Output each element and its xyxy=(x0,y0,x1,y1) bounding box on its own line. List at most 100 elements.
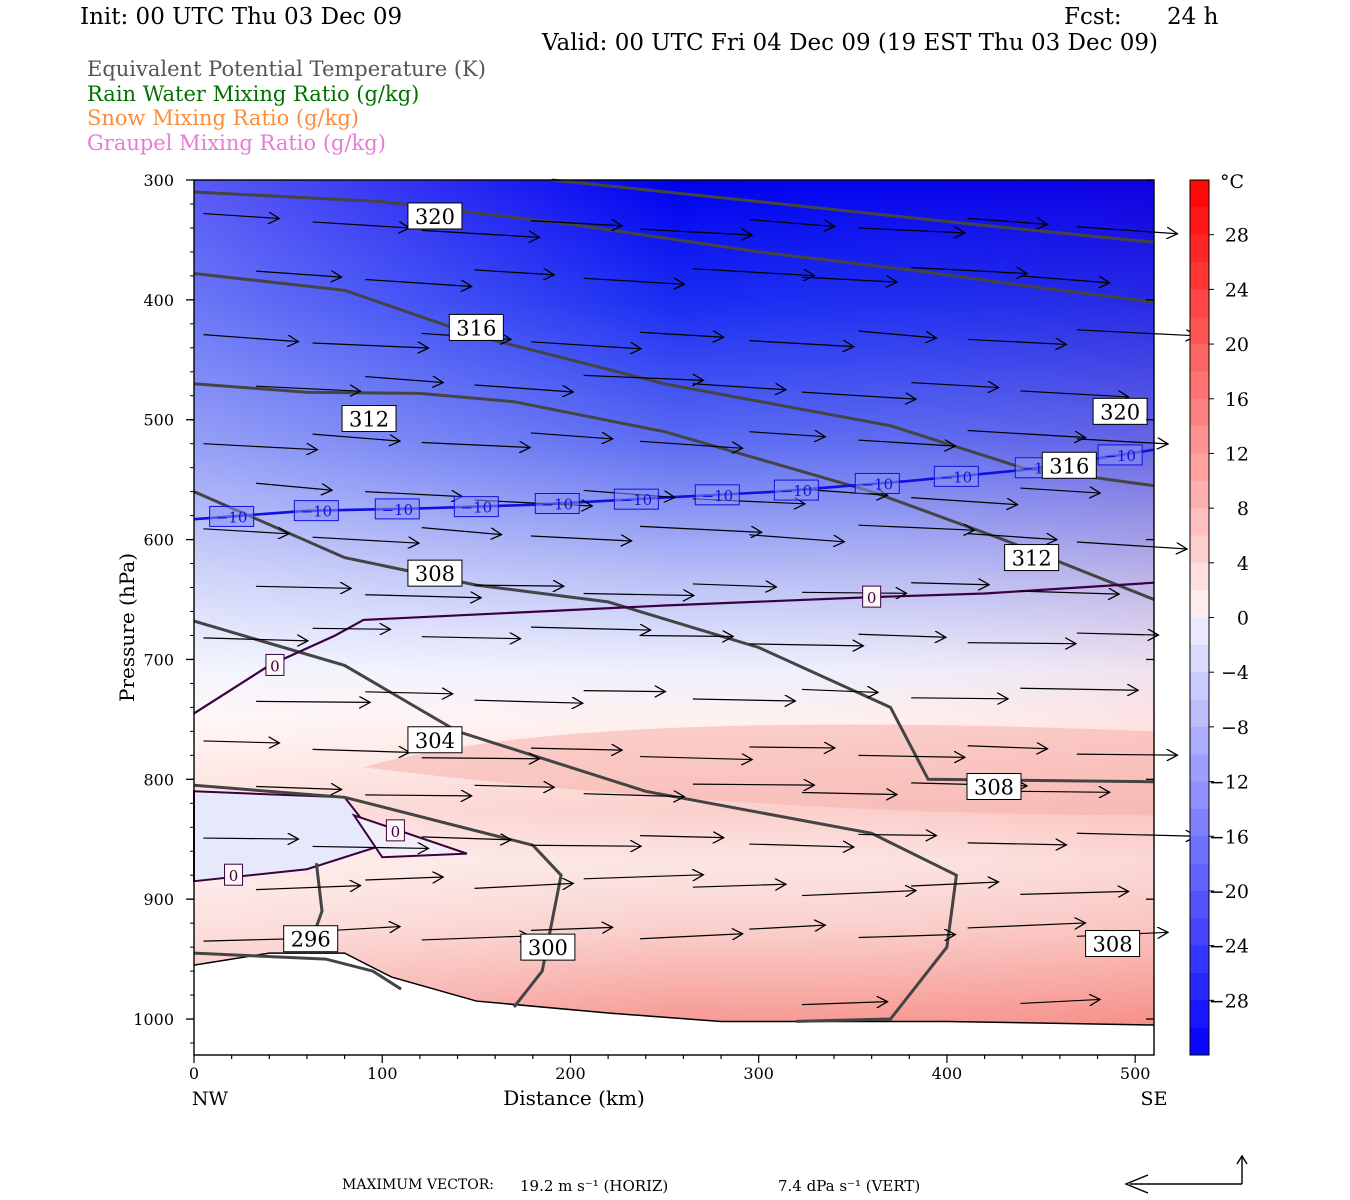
wind-vector xyxy=(312,537,419,543)
isotherm-minus10c-label-box xyxy=(453,496,499,518)
contour-labels: −10 −10 −10 −10 −10 −10 −10 −10 −10 −10 −10−100000… xyxy=(209,202,1148,961)
wind-vector xyxy=(640,440,743,448)
colorbar-swatch xyxy=(1190,371,1209,400)
wind-vector xyxy=(801,1002,888,1005)
wind-vector xyxy=(474,585,563,586)
warm-core-fill xyxy=(363,724,1155,816)
y-tick-label: 1000 xyxy=(133,1010,174,1029)
wind-vector xyxy=(365,377,443,383)
wind-vector xyxy=(474,883,573,888)
theta-e-label-box xyxy=(407,202,463,230)
wind-vector xyxy=(530,341,641,349)
isotherm-minus10c-label-box xyxy=(534,492,580,514)
wind-vector xyxy=(203,638,308,641)
x-axis-label: Distance (km) xyxy=(503,1086,645,1110)
theta-e-contour-300 xyxy=(193,951,402,991)
wind-vector xyxy=(640,836,724,838)
colorbar-swatch xyxy=(1190,918,1209,947)
isotherm-0c-label: 0 xyxy=(867,589,877,607)
isotherm-0c-label-box xyxy=(224,863,244,886)
theta-e-label-box xyxy=(341,405,397,433)
wind-vector xyxy=(858,634,945,637)
isotherm-minus10c-label-box xyxy=(1097,444,1143,466)
wind-vector xyxy=(421,837,511,840)
isotherm-0c-label: 0 xyxy=(391,823,401,841)
theta-e-label: 312 xyxy=(1012,547,1052,571)
wind-vector xyxy=(1076,541,1187,549)
wind-vector xyxy=(1020,791,1109,792)
wind-vector xyxy=(911,497,1017,505)
colorbar-swatch xyxy=(1190,808,1209,837)
theta-e-label: 308 xyxy=(974,776,1014,800)
wind-vector xyxy=(911,698,1008,699)
colorbar-swatch xyxy=(1190,480,1209,509)
theta-e-contour-304 xyxy=(193,783,563,1009)
x-tick-label: 0 xyxy=(189,1064,199,1083)
y-axis-label: Pressure (hPa) xyxy=(115,553,139,702)
colorbar-label: −8 xyxy=(1221,717,1249,739)
wind-vector xyxy=(858,834,936,835)
wind-vector xyxy=(692,884,786,887)
theta-e-label-box xyxy=(407,559,463,587)
wind-vector xyxy=(312,343,429,348)
wind-vector xyxy=(474,785,554,787)
terrain-line xyxy=(193,952,1155,1026)
theta-e-label-box xyxy=(448,313,504,341)
wind-vector xyxy=(1020,999,1100,1003)
wind-vector xyxy=(858,755,964,757)
colorbar-label: 16 xyxy=(1225,389,1249,411)
y-tick-label: 400 xyxy=(143,291,174,310)
isotherm-minus10c-label-box xyxy=(933,465,979,487)
wind-vector xyxy=(421,758,540,759)
wind-vector xyxy=(749,218,835,227)
zero-degree-pocket-contour-2 xyxy=(351,813,468,859)
y-tick-label: 600 xyxy=(143,531,174,550)
wind-vector xyxy=(312,628,391,629)
wind-vector xyxy=(858,935,955,938)
colorbar-label: −20 xyxy=(1209,881,1249,903)
colorbar-label: 4 xyxy=(1237,553,1249,575)
wind-vector xyxy=(530,433,613,439)
theta-e-label-box xyxy=(1085,930,1141,958)
colorbar-swatch xyxy=(1190,535,1209,564)
colorbar-swatch xyxy=(1190,344,1209,372)
wind-vector xyxy=(530,748,622,750)
colorbar-label: 20 xyxy=(1225,334,1249,356)
wind-vector xyxy=(474,700,582,703)
x-end-label-left: NW xyxy=(192,1088,229,1110)
colorbar-swatch xyxy=(1190,1000,1209,1029)
max-vector-label: MAXIMUM VECTOR: xyxy=(342,1177,494,1193)
isotherm-minus10c-label-box xyxy=(694,484,740,506)
theta-e-label-box xyxy=(283,925,339,953)
colorbar-swatch xyxy=(1190,945,1209,974)
wind-vector xyxy=(1076,754,1178,755)
isotherm-0c-label-box xyxy=(265,653,285,676)
wind-vector xyxy=(967,923,1086,928)
isotherm-minus10c-label-box xyxy=(209,505,255,527)
wind-vector xyxy=(421,527,502,535)
legend-theta-e: Equivalent Potential Temperature (K) xyxy=(87,57,486,81)
wind-vector xyxy=(692,584,777,587)
isotherm-minus10c-label: −10 xyxy=(701,487,733,505)
wind-vector xyxy=(692,784,815,785)
wind-vector xyxy=(256,701,370,702)
wind-vector xyxy=(640,332,724,337)
wind-vector xyxy=(421,229,540,237)
theta-e-label-box xyxy=(407,726,463,754)
wind-vector xyxy=(583,594,694,596)
theta-e-label: 312 xyxy=(349,408,389,432)
wind-vector xyxy=(421,443,530,448)
wind-vector xyxy=(203,214,279,219)
wind-vector xyxy=(749,844,854,847)
wind-vector xyxy=(365,877,443,880)
wind-vector xyxy=(365,492,462,497)
legend-graupel: Graupel Mixing Ratio (g/kg) xyxy=(87,131,386,155)
wind-vectors xyxy=(203,214,1196,1005)
theta-e-label: 320 xyxy=(1100,400,1140,424)
wind-vector xyxy=(692,268,815,276)
theta-e-label-box xyxy=(1092,397,1148,425)
colorbar-swatch xyxy=(1190,726,1209,755)
wind-vector xyxy=(640,635,733,636)
isotherm-minus10c-label-box xyxy=(293,500,339,522)
